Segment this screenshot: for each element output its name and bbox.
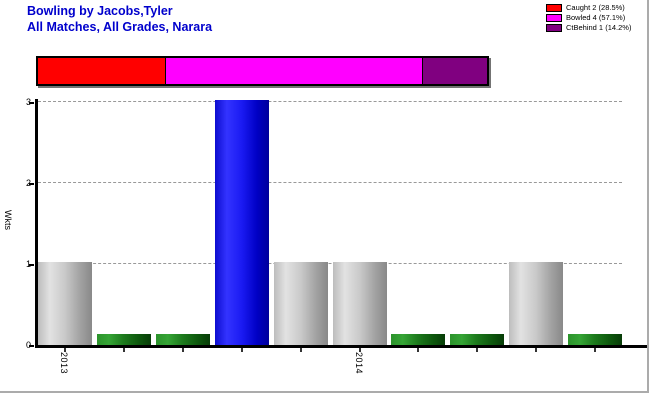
x-tick bbox=[594, 348, 596, 352]
canvas-bottom-border bbox=[0, 391, 649, 393]
x-axis-line bbox=[35, 345, 648, 348]
legend-swatch-icon bbox=[546, 24, 562, 32]
x-year-label: 2013 bbox=[59, 352, 69, 375]
legend-label: CtBehind 1 (14.2%) bbox=[566, 23, 632, 32]
x-tick bbox=[123, 348, 125, 352]
wkts-bar-gray bbox=[509, 262, 563, 345]
x-tick bbox=[182, 348, 184, 352]
x-tick bbox=[417, 348, 419, 352]
stacked-segment-bowled bbox=[165, 58, 423, 84]
legend: Caught 2 (28.5%) Bowled 4 (57.1%) CtBehind… bbox=[546, 4, 631, 32]
wkts-bar-gray bbox=[333, 262, 387, 345]
y-tick bbox=[29, 345, 34, 347]
legend-swatch-icon bbox=[546, 14, 562, 22]
canvas-right-border bbox=[647, 0, 649, 393]
x-tick bbox=[476, 348, 478, 352]
y-axis-title: Wkts bbox=[3, 210, 13, 230]
dismissal-share-bar bbox=[36, 56, 489, 86]
y-tick bbox=[29, 264, 34, 266]
y-tick bbox=[29, 102, 34, 104]
legend-item: Caught 2 (28.5%) bbox=[546, 4, 631, 12]
x-tick bbox=[535, 348, 537, 352]
wkts-bar-gray bbox=[38, 262, 92, 345]
x-tick bbox=[359, 348, 361, 352]
x-tick bbox=[300, 348, 302, 352]
y-tick bbox=[29, 183, 34, 185]
legend-swatch-icon bbox=[546, 4, 562, 12]
chart-subtitle: All Matches, All Grades, Narara bbox=[27, 20, 213, 34]
y-tick-label: 3 bbox=[25, 97, 31, 107]
y-tick-label: 1 bbox=[25, 259, 31, 269]
stacked-segment-ctbehind bbox=[422, 58, 487, 84]
legend-item: Bowled 4 (57.1%) bbox=[546, 14, 631, 22]
gridline bbox=[38, 263, 622, 264]
gridline bbox=[38, 101, 622, 102]
x-tick bbox=[64, 348, 66, 352]
legend-label: Caught 2 (28.5%) bbox=[566, 3, 625, 12]
x-year-label: 2014 bbox=[354, 352, 364, 375]
wkts-bar-blue bbox=[215, 100, 269, 345]
gridline bbox=[38, 182, 622, 183]
wkts-bar-green bbox=[97, 334, 151, 345]
y-tick-label: 0 bbox=[25, 340, 31, 350]
stacked-segment-caught bbox=[38, 58, 166, 84]
y-axis-line bbox=[35, 99, 38, 348]
wkts-bar-gray bbox=[274, 262, 328, 345]
wkts-bar-green bbox=[156, 334, 210, 345]
legend-item: CtBehind 1 (14.2%) bbox=[546, 24, 631, 32]
legend-label: Bowled 4 (57.1%) bbox=[566, 13, 626, 22]
x-tick bbox=[241, 348, 243, 352]
wkts-bar-green bbox=[450, 334, 504, 345]
wkts-bar-green bbox=[568, 334, 622, 345]
y-tick-label: 2 bbox=[25, 178, 31, 188]
chart-title: Bowling by Jacobs,Tyler bbox=[27, 4, 173, 18]
wkts-bar-green bbox=[391, 334, 445, 345]
